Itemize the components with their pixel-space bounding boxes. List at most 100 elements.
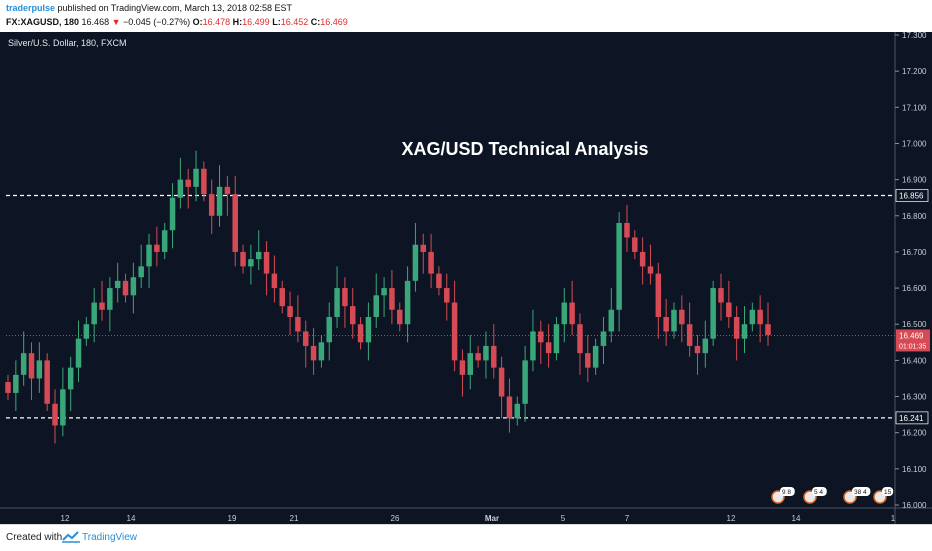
candle-body xyxy=(404,280,411,325)
candle-body xyxy=(608,309,615,332)
candle-body xyxy=(169,197,176,231)
event-badges[interactable]: 9 8 5 4 38 4 15 xyxy=(771,487,894,504)
candle-body xyxy=(36,360,43,379)
candle-body xyxy=(600,331,607,346)
countdown-label: 01:01:35 xyxy=(899,343,926,350)
candle-body xyxy=(506,396,513,419)
candle-body xyxy=(632,237,638,252)
candle-body xyxy=(146,244,152,267)
tradingview-brand[interactable]: TradingView xyxy=(82,532,138,543)
candle-body xyxy=(263,251,270,274)
price-tick-label: 16.300 xyxy=(902,393,927,402)
candle-body xyxy=(585,353,591,368)
price-axis: 17.300 17.200 17.100 17.000 16.900 16.800 16.7… xyxy=(895,32,927,510)
level-price-tag xyxy=(895,411,929,425)
price-tick-label: 16.800 xyxy=(902,212,927,221)
high-value: 16.499 xyxy=(242,17,270,27)
price-tick-label: 16.600 xyxy=(902,284,927,293)
candle-body xyxy=(342,288,348,307)
candle-body xyxy=(522,360,528,404)
chart-title: XAG/USD Technical Analysis xyxy=(401,139,648,159)
candle-body xyxy=(154,244,160,252)
candle-body xyxy=(208,194,215,216)
time-tick-label: 21 xyxy=(290,514,299,523)
close-value: 16.469 xyxy=(320,17,348,27)
time-tick-label: 12 xyxy=(727,514,736,523)
candle-body xyxy=(444,288,450,303)
time-tick-label: 14 xyxy=(127,514,136,523)
candle-body xyxy=(122,280,129,296)
candle-body xyxy=(44,360,50,404)
candle-body xyxy=(451,302,458,361)
candle-body xyxy=(733,317,740,339)
candle-body xyxy=(428,251,434,274)
candle-body xyxy=(334,288,340,317)
price-tick-label: 17.100 xyxy=(902,103,927,112)
author-link[interactable]: traderpulse xyxy=(6,3,56,13)
low-label: L: xyxy=(272,17,281,27)
symbol-line: FX:XAGUSD, 180 16.468 ▼ −0.045 (−0.27%) … xyxy=(6,17,348,27)
level-price-label: 16.856 xyxy=(899,192,924,201)
horizontal-levels: 16.856 16.241 16.469 01:01:35 xyxy=(6,189,930,425)
candle-body xyxy=(530,331,536,361)
candle-body xyxy=(310,345,317,361)
candle-body xyxy=(326,317,332,343)
candle-body xyxy=(710,288,716,339)
candle-body xyxy=(193,168,199,187)
created-with-text: Created with xyxy=(6,532,63,543)
candle-body xyxy=(373,295,379,317)
high-label: H: xyxy=(232,17,243,27)
candle-body xyxy=(718,288,724,303)
candle-body xyxy=(561,302,568,325)
candle-body xyxy=(655,273,662,317)
candle-body xyxy=(185,179,191,187)
candle-body xyxy=(302,331,309,346)
price-tick-label: 17.000 xyxy=(902,139,927,148)
price-tick-label: 17.300 xyxy=(902,32,927,40)
price-chart[interactable]: Silver/U.S. Dollar, 180, FXCM XAG/USD Te… xyxy=(0,32,932,524)
candle-body xyxy=(91,302,97,325)
candle-body xyxy=(420,244,426,252)
candle-body xyxy=(5,382,11,393)
candle-body xyxy=(592,345,599,368)
candle-body xyxy=(99,302,105,310)
candle-body xyxy=(475,353,481,361)
candle-body xyxy=(357,324,364,343)
candle-body xyxy=(663,317,669,332)
candle-body xyxy=(114,280,121,289)
candle-body xyxy=(177,179,184,198)
candle-body xyxy=(553,324,560,354)
candle-body xyxy=(271,273,278,289)
candle-body xyxy=(749,309,756,325)
price-tick-label: 16.200 xyxy=(902,429,927,438)
open-label: O: xyxy=(192,17,203,27)
candle-body xyxy=(624,223,630,238)
chart-background xyxy=(0,32,932,524)
current-price-label: 16.469 xyxy=(899,331,924,340)
candle-body xyxy=(467,353,474,375)
candle-body xyxy=(350,306,356,325)
tradingview-logo-icon xyxy=(62,531,80,543)
candle-body xyxy=(201,168,207,195)
candle-body xyxy=(577,324,583,354)
candle-body xyxy=(138,266,144,278)
candle-body xyxy=(67,367,74,390)
price-tick-label: 16.700 xyxy=(902,248,927,257)
candle-body xyxy=(757,309,763,325)
candle-body xyxy=(483,345,489,361)
candles xyxy=(5,150,771,444)
candle-body xyxy=(216,186,223,216)
candle-body xyxy=(639,251,646,267)
candle-body xyxy=(397,309,403,325)
candle-body xyxy=(538,331,544,343)
time-tick-label: Mar xyxy=(485,514,499,523)
candle-body xyxy=(52,403,58,426)
candle-body xyxy=(240,251,246,267)
candle-body xyxy=(686,324,693,346)
time-tick-label: 1 xyxy=(891,514,896,523)
candle-body xyxy=(679,309,685,325)
event-count-label: 38 4 xyxy=(854,489,867,496)
candle-body xyxy=(28,353,35,379)
candle-body xyxy=(491,345,497,368)
level-price-tag xyxy=(895,189,929,202)
